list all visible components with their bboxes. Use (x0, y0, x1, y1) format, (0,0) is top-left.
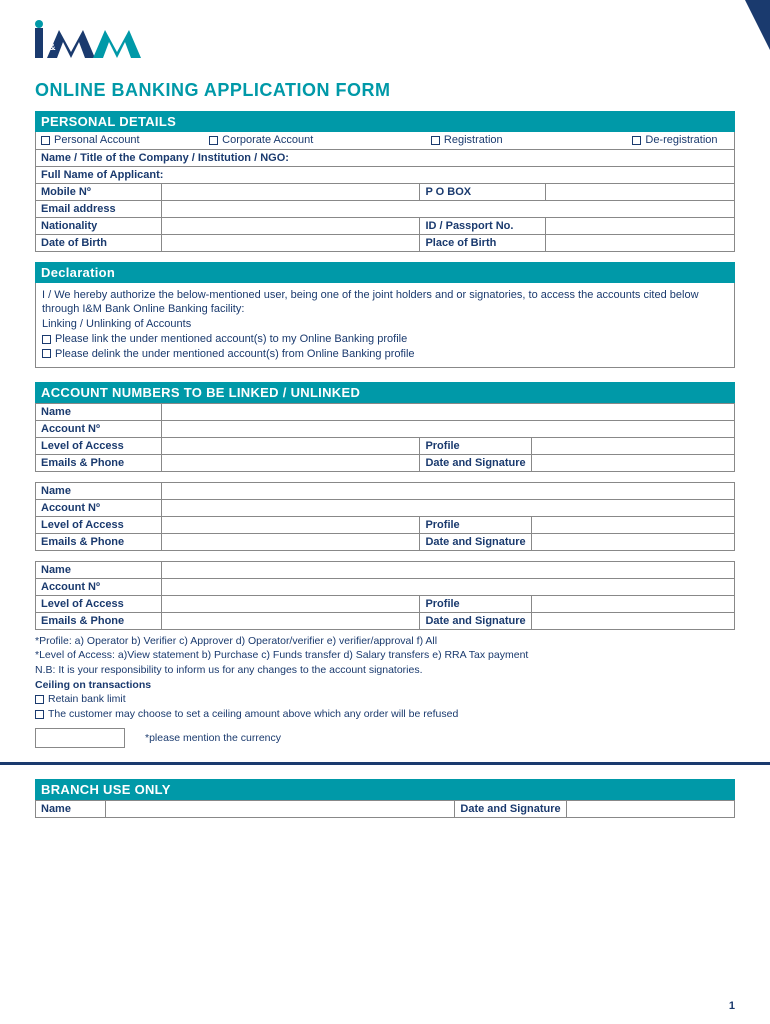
field-company-name[interactable]: Name / Title of the Company / Institutio… (36, 149, 735, 166)
acc3-name-input[interactable] (161, 561, 734, 578)
declaration-opt1: Please link the under mentioned account(… (55, 333, 407, 345)
field-dob-label: Date of Birth (36, 234, 162, 251)
field-mobile-input[interactable] (161, 183, 420, 200)
acc1-profile-label: Profile (420, 437, 531, 454)
svg-text:&: & (49, 42, 56, 52)
acc1-name-input[interactable] (161, 403, 734, 420)
account-block-2: Name Account Nº Level of Access Profile E… (35, 482, 735, 551)
section-personal-header: PERSONAL DETAILS (35, 111, 735, 132)
branch-name-label: Name (36, 800, 106, 817)
acc2-profile-label: Profile (420, 516, 531, 533)
label-personal-account: Personal Account (54, 134, 140, 146)
section-accounts-header: ACCOUNT NUMBERS TO BE LINKED / UNLINKED (35, 382, 735, 403)
acc3-profile-input[interactable] (531, 595, 734, 612)
logo: & (35, 20, 735, 68)
checkbox-retain-limit[interactable] (35, 695, 44, 704)
acc3-level-input[interactable] (161, 595, 420, 612)
field-nationality-input[interactable] (161, 217, 420, 234)
acc2-accno-input[interactable] (161, 499, 734, 516)
acc3-datesig-label: Date and Signature (420, 612, 531, 629)
checkbox-customer-ceiling[interactable] (35, 710, 44, 719)
acc3-profile-label: Profile (420, 595, 531, 612)
acc1-profile-input[interactable] (531, 437, 734, 454)
note-customer-ceiling: The customer may choose to set a ceiling… (48, 708, 458, 720)
acc3-datesig-input[interactable] (531, 612, 734, 629)
field-email-input[interactable] (161, 200, 734, 217)
declaration-opt2: Please delink the under mentioned accoun… (55, 348, 415, 360)
account-block-3: Name Account Nº Level of Access Profile E… (35, 561, 735, 630)
acc1-accno-input[interactable] (161, 420, 734, 437)
field-email-label: Email address (36, 200, 162, 217)
note-ceiling: Ceiling on transactions (35, 678, 735, 693)
acc1-name-label: Name (36, 403, 162, 420)
label-registration: Registration (444, 134, 503, 146)
label-corporate-account: Corporate Account (222, 134, 313, 146)
branch-name-input[interactable] (105, 800, 455, 817)
branch-table: Name Date and Signature (35, 800, 735, 818)
field-dob-input[interactable] (161, 234, 420, 251)
acc2-name-label: Name (36, 482, 162, 499)
acc2-name-input[interactable] (161, 482, 734, 499)
acc1-datesig-input[interactable] (531, 454, 734, 471)
checkbox-deregistration[interactable] (632, 136, 641, 145)
acc2-emails-input[interactable] (161, 533, 420, 550)
acc3-accno-input[interactable] (161, 578, 734, 595)
acc1-emails-input[interactable] (161, 454, 420, 471)
acc1-accno-label: Account Nº (36, 420, 162, 437)
declaration-box: I / We hereby authorize the below-mentio… (35, 283, 735, 368)
currency-input[interactable] (35, 728, 125, 748)
branch-datesig-input[interactable] (566, 800, 734, 817)
label-deregistration: De-registration (645, 134, 717, 146)
checkbox-registration[interactable] (431, 136, 440, 145)
acc3-level-label: Level of Access (36, 595, 162, 612)
acc1-datesig-label: Date and Signature (420, 454, 531, 471)
field-id-label: ID / Passport No. (420, 217, 546, 234)
acc3-name-label: Name (36, 561, 162, 578)
checkbox-link[interactable] (42, 335, 51, 344)
checkbox-delink[interactable] (42, 349, 51, 358)
form-title: ONLINE BANKING APPLICATION FORM (35, 80, 735, 101)
acc3-emails-label: Emails & Phone (36, 612, 162, 629)
acc2-accno-label: Account Nº (36, 499, 162, 516)
acc2-level-label: Level of Access (36, 516, 162, 533)
checkbox-corporate-account[interactable] (209, 136, 218, 145)
field-pob-label: Place of Birth (420, 234, 546, 251)
acc3-accno-label: Account Nº (36, 578, 162, 595)
field-id-input[interactable] (546, 217, 735, 234)
acc2-datesig-label: Date and Signature (420, 533, 531, 550)
notes-block: *Profile: a) Operator b) Verifier c) App… (35, 634, 735, 722)
acc2-level-input[interactable] (161, 516, 420, 533)
section-branch-header: BRANCH USE ONLY (35, 779, 735, 800)
currency-row: *please mention the currency (35, 728, 735, 748)
acc2-datesig-input[interactable] (531, 533, 734, 550)
acc1-level-label: Level of Access (36, 437, 162, 454)
acc1-emails-label: Emails & Phone (36, 454, 162, 471)
field-pobox-label: P O BOX (420, 183, 546, 200)
page-number: 1 (729, 1000, 735, 1012)
checkbox-personal-account[interactable] (41, 136, 50, 145)
field-full-name[interactable]: Full Name of Applicant: (36, 166, 735, 183)
field-mobile-label: Mobile Nº (36, 183, 162, 200)
declaration-text2: Linking / Unlinking of Accounts (42, 317, 728, 332)
acc3-emails-input[interactable] (161, 612, 420, 629)
branch-datesig-label: Date and Signature (455, 800, 566, 817)
account-block-1: Name Account Nº Level of Access Profile E… (35, 403, 735, 472)
note-profile: *Profile: a) Operator b) Verifier c) App… (35, 634, 735, 649)
declaration-text1: I / We hereby authorize the below-mentio… (42, 288, 728, 318)
note-retain: Retain bank limit (48, 693, 126, 705)
section-declaration-header: Declaration (35, 262, 735, 283)
note-level: *Level of Access: a)View statement b) Pu… (35, 648, 735, 663)
corner-accent (745, 0, 770, 50)
acc2-profile-input[interactable] (531, 516, 734, 533)
note-nb: N.B: It is your responsibility to inform… (35, 663, 735, 678)
field-nationality-label: Nationality (36, 217, 162, 234)
acc1-level-input[interactable] (161, 437, 420, 454)
field-pob-input[interactable] (546, 234, 735, 251)
currency-label: *please mention the currency (145, 732, 281, 744)
field-pobox-input[interactable] (546, 183, 735, 200)
personal-details-table: Personal Account Corporate Account Regis… (35, 132, 735, 252)
acc2-emails-label: Emails & Phone (36, 533, 162, 550)
